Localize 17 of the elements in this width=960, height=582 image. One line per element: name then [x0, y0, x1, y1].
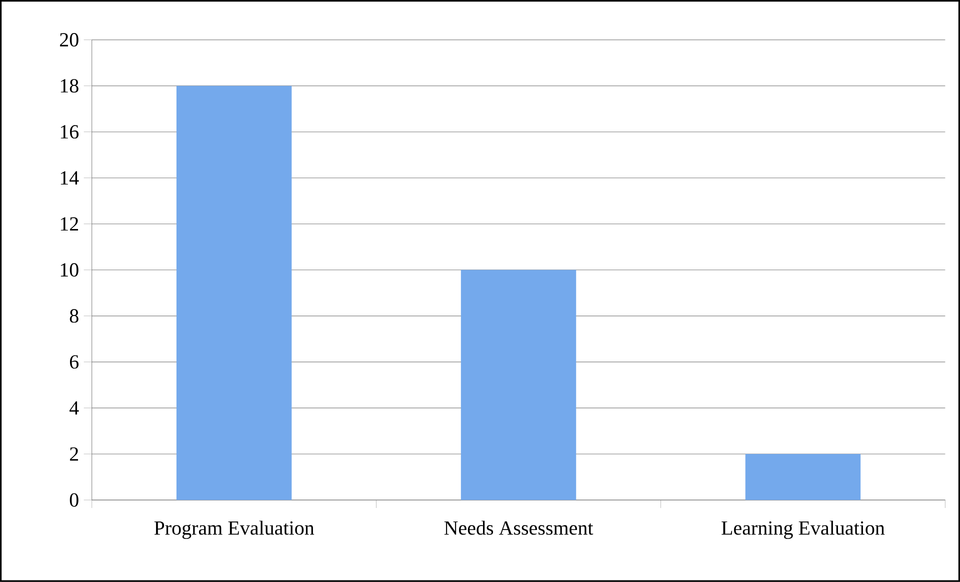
- y-tick-label: 16: [60, 125, 79, 139]
- x-tick-label: Learning Evaluation: [722, 520, 885, 539]
- y-tick-label: 10: [60, 263, 78, 277]
- y-tick-label: 2: [70, 447, 78, 461]
- bar: [460, 270, 576, 500]
- y-tick-label: 0: [70, 493, 78, 507]
- y-tick-label: 12: [60, 217, 78, 231]
- y-tick-label: 6: [70, 355, 79, 369]
- y-tick-label: 20: [60, 33, 78, 47]
- x-tick-label: Program Evaluation: [154, 520, 314, 539]
- y-tick-label: 4: [70, 401, 79, 415]
- bar: [176, 86, 292, 500]
- x-tick-label: Needs Assessment: [444, 520, 594, 535]
- bar: [745, 454, 861, 500]
- y-tick-label: 14: [60, 171, 79, 185]
- y-tick-label: 18: [60, 79, 78, 93]
- y-tick-label: 8: [70, 309, 78, 323]
